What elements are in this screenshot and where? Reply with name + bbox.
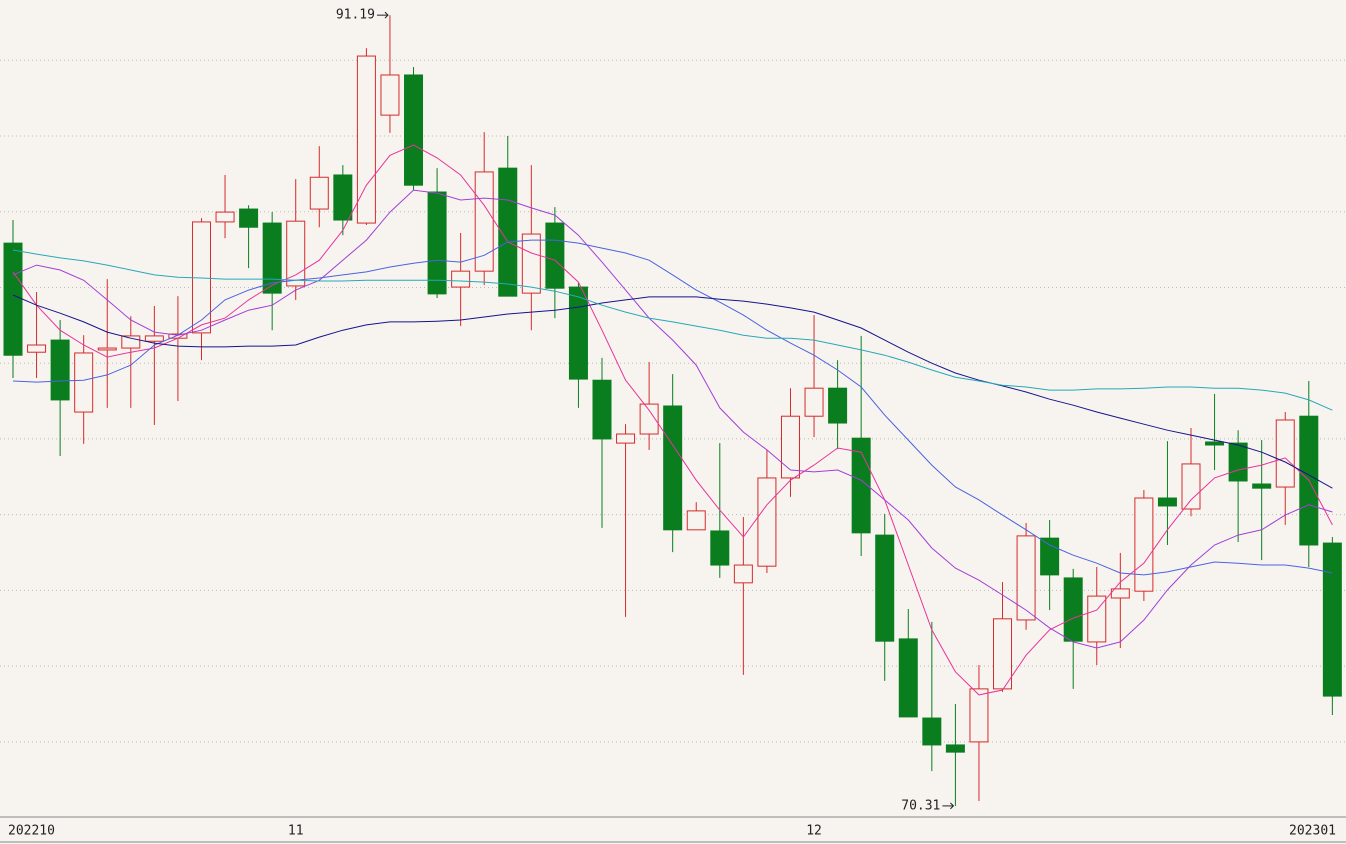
candle-body — [780, 415, 800, 479]
candle-body — [710, 530, 730, 566]
candle-body — [757, 477, 777, 567]
candle-body — [27, 344, 47, 353]
candle-body — [616, 433, 636, 444]
x-tick-label: 202210 — [8, 824, 55, 839]
moving-average-line — [12, 144, 1333, 696]
candle-body — [239, 208, 259, 228]
candle-body — [1252, 483, 1272, 489]
candle-body — [1016, 535, 1036, 621]
candle-body — [639, 403, 659, 435]
candle-body — [286, 220, 306, 287]
candle-body — [686, 510, 706, 531]
candle-body — [1157, 497, 1177, 507]
candle-body — [380, 74, 400, 116]
candle-body — [733, 564, 753, 584]
candle-body — [74, 352, 94, 413]
extreme-arrowhead — [384, 11, 389, 19]
candle-body — [1063, 577, 1083, 642]
candle-body — [1205, 441, 1225, 446]
moving-average-line — [12, 189, 1333, 649]
candle-body — [97, 347, 117, 351]
moving-average-line — [12, 239, 1333, 576]
candle-body — [498, 167, 518, 297]
candle-body — [474, 171, 494, 272]
candle-body — [3, 242, 23, 356]
candle-body — [1275, 419, 1295, 488]
candle-body — [969, 688, 989, 743]
candle-body — [144, 335, 164, 342]
candle-body — [427, 191, 447, 295]
candle-body — [945, 744, 965, 753]
candle-body — [1228, 442, 1248, 482]
candle-body — [262, 222, 282, 294]
candle-body — [1134, 497, 1154, 592]
moving-average-line — [12, 294, 1333, 489]
candle-body — [568, 286, 588, 380]
extreme-arrowhead — [950, 802, 955, 810]
candle-body — [922, 717, 942, 746]
candle-body — [333, 174, 353, 221]
candle-body — [451, 270, 471, 288]
extreme-label: 70.31 — [901, 798, 940, 813]
extreme-label: 91.19 — [336, 8, 375, 23]
candle-body — [804, 387, 824, 417]
x-tick-label: 202301 — [1289, 824, 1336, 839]
candle-body — [663, 405, 683, 531]
candle-body — [898, 638, 918, 718]
candle-body — [309, 176, 329, 210]
candle-body — [1040, 537, 1060, 576]
candle-body — [1087, 595, 1107, 643]
candle-body — [1322, 542, 1342, 697]
x-tick-label: 12 — [806, 824, 822, 839]
candle-body — [993, 618, 1013, 690]
candle-body — [545, 222, 565, 289]
candle-body — [875, 534, 895, 642]
moving-average-line — [12, 249, 1333, 411]
candle-body — [1181, 463, 1201, 510]
candle-body — [50, 339, 70, 401]
candle-body — [521, 233, 541, 294]
candle-body — [215, 211, 235, 223]
candle-body — [404, 74, 424, 186]
candle-body — [592, 379, 612, 440]
candle-body — [356, 55, 376, 224]
x-tick-label: 11 — [288, 824, 304, 839]
candle-body — [828, 387, 848, 424]
